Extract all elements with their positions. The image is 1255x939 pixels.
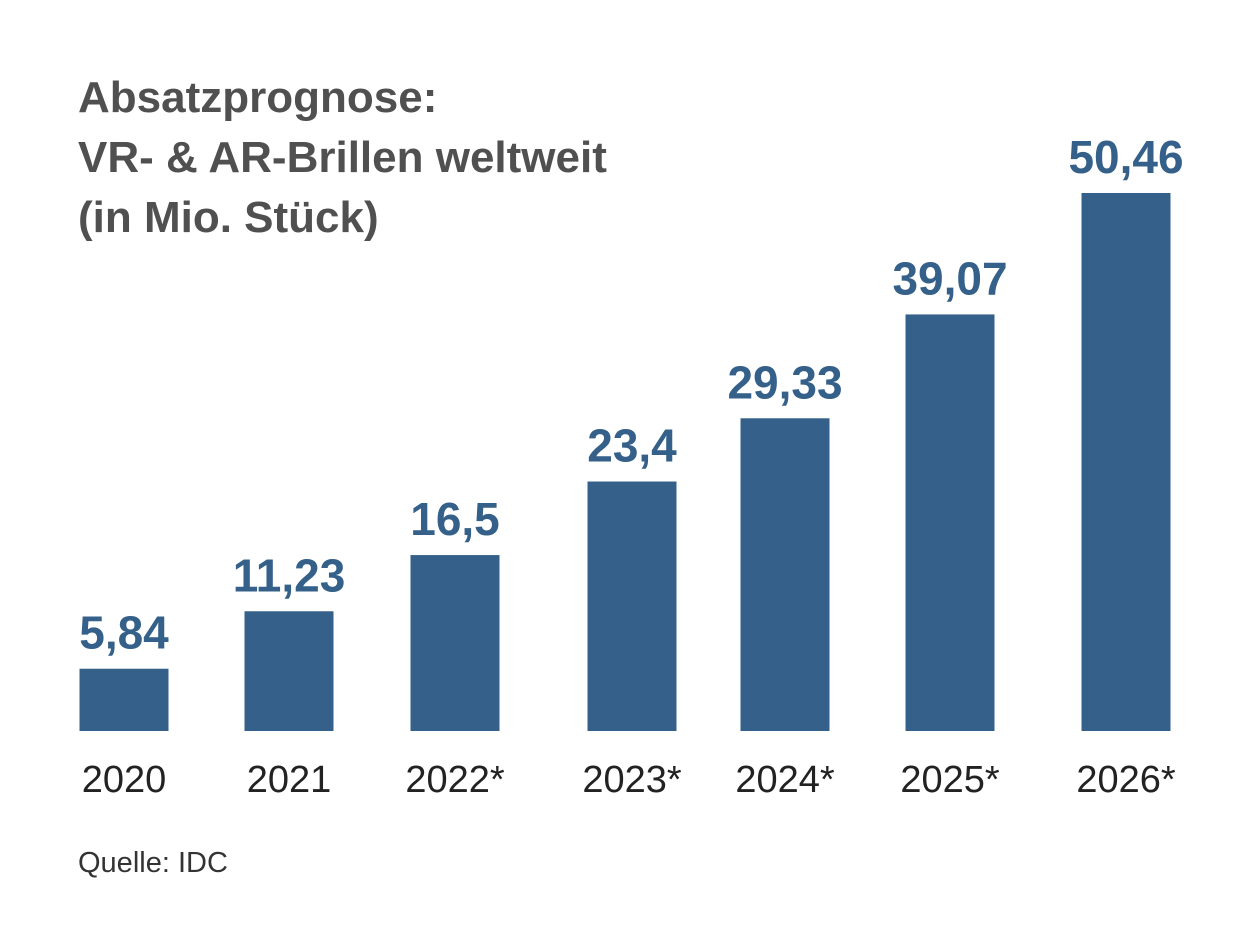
source-note: Quelle: IDC — [78, 847, 228, 879]
bar-2026 — [1081, 193, 1171, 731]
bar-2022 — [410, 555, 500, 731]
bar-2025 — [905, 314, 995, 731]
chart-title-line-1: Absatzprognose: — [78, 73, 437, 122]
value-label-2022: 16,5 — [410, 493, 500, 545]
value-label-2026: 50,46 — [1068, 131, 1183, 183]
value-label-2023: 23,4 — [587, 420, 677, 472]
chart-title-line-2: VR- & AR-Brillen weltweit — [78, 133, 607, 182]
value-labels-group: 5,84 11,23 16,5 23,4 29,33 39,07 50,46 — [79, 131, 1183, 659]
category-labels-group: 2020 2021 2022* 2023* 2024* 2025* 2026* — [82, 759, 1176, 801]
category-label-2026: 2026* — [1076, 759, 1176, 801]
value-label-2024: 29,33 — [727, 356, 842, 408]
category-label-2020: 2020 — [82, 759, 167, 801]
value-label-2020: 5,84 — [79, 607, 169, 659]
category-label-2021: 2021 — [247, 759, 332, 801]
category-label-2025: 2025* — [900, 759, 1000, 801]
bars-group — [79, 193, 1171, 731]
bar-2023 — [587, 481, 677, 731]
value-label-2021: 11,23 — [233, 549, 346, 601]
chart-title-line-3: (in Mio. Stück) — [78, 193, 379, 242]
category-label-2024: 2024* — [735, 759, 835, 801]
category-label-2022: 2022* — [405, 759, 505, 801]
bar-2024 — [740, 418, 830, 731]
bar-2021 — [244, 611, 334, 731]
bar-2020 — [79, 668, 169, 731]
value-label-2025: 39,07 — [892, 252, 1007, 304]
category-label-2023: 2023* — [582, 759, 682, 801]
chart-title: Absatzprognose: VR- & AR-Brillen weltwei… — [78, 73, 607, 242]
